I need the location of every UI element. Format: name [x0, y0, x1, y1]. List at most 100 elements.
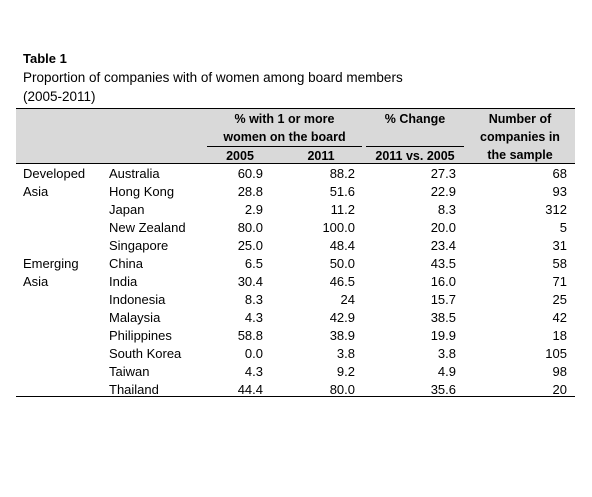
company-count-cell: 105 — [545, 346, 567, 361]
header-company-count: Number of companies in the sample — [466, 110, 574, 164]
value-2011-cell: 46.5 — [329, 274, 355, 289]
value-2005-cell: 6.5 — [244, 256, 263, 271]
table-bottom-rule — [16, 396, 575, 397]
table-row: Developed Australia 60.9 88.2 27.3 68 — [16, 165, 575, 183]
region-cell: Emerging — [23, 256, 79, 271]
region-cell: Asia — [23, 274, 49, 289]
table-row: Japan 2.9 11.2 8.3 312 — [16, 201, 575, 219]
value-2005-cell: 2.9 — [244, 202, 263, 217]
table-body: Developed Australia 60.9 88.2 27.3 68 As… — [16, 165, 575, 399]
company-count-cell: 58 — [552, 256, 567, 271]
value-2005-cell: 44.4 — [237, 382, 263, 397]
country-cell: Indonesia — [109, 292, 166, 307]
company-count-cell: 25 — [552, 292, 567, 307]
company-count-cell: 68 — [552, 166, 567, 181]
value-2011-cell: 3.8 — [336, 346, 355, 361]
country-cell: India — [109, 274, 138, 289]
table-caption-years: (2005-2011) — [23, 89, 96, 104]
table-row: South Korea 0.0 3.8 3.8 105 — [16, 345, 575, 363]
table-row: Asia India 30.4 46.5 16.0 71 — [16, 273, 575, 291]
table-row: Emerging China 6.5 50.0 43.5 58 — [16, 255, 575, 273]
country-cell: Australia — [109, 166, 160, 181]
change-cell: 38.5 — [430, 310, 456, 325]
header-women-line1: % with 1 or more — [234, 112, 335, 126]
value-2011-cell: 88.2 — [329, 166, 355, 181]
value-2011-cell: 51.6 — [329, 184, 355, 199]
change-cell: 19.9 — [430, 328, 456, 343]
change-cell: 27.3 — [430, 166, 456, 181]
table-label: Table 1 — [23, 51, 67, 66]
table-row: Thailand 44.4 80.0 35.6 20 — [16, 381, 575, 399]
region-cell: Developed — [23, 166, 86, 181]
change-cell: 43.5 — [430, 256, 456, 271]
value-2005-cell: 28.8 — [237, 184, 263, 199]
value-2005-cell: 58.8 — [237, 328, 263, 343]
change-cell: 8.3 — [437, 202, 456, 217]
country-cell: Thailand — [109, 382, 159, 397]
value-2005-cell: 4.3 — [244, 364, 263, 379]
value-2011-cell: 100.0 — [322, 220, 355, 235]
company-count-cell: 31 — [552, 238, 567, 253]
change-cell: 20.0 — [430, 220, 456, 235]
value-2011-cell: 38.9 — [329, 328, 355, 343]
value-2011-cell: 42.9 — [329, 310, 355, 325]
change-cell: 22.9 — [430, 184, 456, 199]
header-count-line1: Number of — [488, 112, 552, 126]
value-2005-cell: 30.4 — [237, 274, 263, 289]
header-year-2011: 2011 — [307, 149, 335, 163]
change-cell: 15.7 — [430, 292, 456, 307]
table-row: Indonesia 8.3 24 15.7 25 — [16, 291, 575, 309]
value-2005-cell: 0.0 — [244, 346, 263, 361]
header-sub-rule-women — [207, 146, 362, 147]
value-2005-cell: 4.3 — [244, 310, 263, 325]
value-2005-cell: 80.0 — [237, 220, 263, 235]
table-row: Taiwan 4.3 9.2 4.9 98 — [16, 363, 575, 381]
change-cell: 35.6 — [430, 382, 456, 397]
country-cell: Taiwan — [109, 364, 150, 379]
table-top-rule — [16, 108, 575, 109]
value-2005-cell: 25.0 — [237, 238, 263, 253]
company-count-cell: 18 — [552, 328, 567, 343]
country-cell: China — [109, 256, 143, 271]
header-change-period: 2011 vs. 2005 — [375, 149, 455, 163]
country-cell: Japan — [109, 202, 145, 217]
value-2011-cell: 24 — [340, 292, 355, 307]
country-cell: New Zealand — [109, 220, 186, 235]
company-count-cell: 71 — [552, 274, 567, 289]
change-cell: 4.9 — [437, 364, 456, 379]
country-cell: Singapore — [109, 238, 169, 253]
company-count-cell: 98 — [552, 364, 567, 379]
table-caption: Proportion of companies with of women am… — [23, 70, 403, 85]
table-row: Malaysia 4.3 42.9 38.5 42 — [16, 309, 575, 327]
header-count-line3: the sample — [487, 148, 553, 162]
country-cell: Philippines — [109, 328, 172, 343]
value-2005-cell: 8.3 — [244, 292, 263, 307]
value-2011-cell: 11.2 — [330, 202, 355, 217]
change-cell: 16.0 — [430, 274, 456, 289]
value-2011-cell: 48.4 — [329, 238, 355, 253]
header-women-line2: women on the board — [223, 130, 346, 144]
value-2011-cell: 50.0 — [329, 256, 355, 271]
company-count-cell: 20 — [552, 382, 567, 397]
change-cell: 3.8 — [437, 346, 456, 361]
header-change-line1: % Change — [384, 112, 446, 126]
country-cell: South Korea — [109, 346, 182, 361]
header-count-line2: companies in — [480, 130, 560, 144]
header-change: % Change — [366, 110, 464, 128]
table-row: New Zealand 80.0 100.0 20.0 5 — [16, 219, 575, 237]
table-row: Asia Hong Kong 28.8 51.6 22.9 93 — [16, 183, 575, 201]
company-count-cell: 5 — [559, 220, 567, 235]
table-header-rule — [16, 163, 575, 164]
header-women-on-board: % with 1 or more women on the board — [207, 110, 362, 146]
company-count-cell: 42 — [552, 310, 567, 325]
region-cell: Asia — [23, 184, 49, 199]
header-year-2005: 2005 — [226, 149, 254, 163]
company-count-cell: 312 — [545, 202, 567, 217]
value-2011-cell: 9.2 — [336, 364, 355, 379]
value-2005-cell: 60.9 — [237, 166, 263, 181]
table-row: Singapore 25.0 48.4 23.4 31 — [16, 237, 575, 255]
header-sub-rule-change — [366, 146, 464, 147]
table-row: Philippines 58.8 38.9 19.9 18 — [16, 327, 575, 345]
country-cell: Malaysia — [109, 310, 161, 325]
